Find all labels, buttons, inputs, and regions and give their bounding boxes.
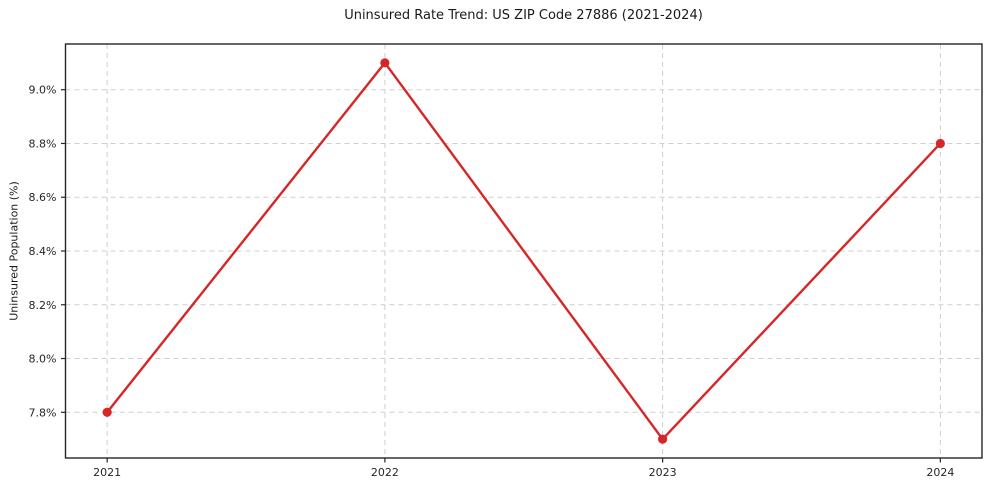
y-tick-label: 9.0% [29,84,57,97]
data-point [658,434,668,444]
data-point [102,407,112,417]
axes-frame [64,43,983,459]
chart-title: Uninsured Rate Trend: US ZIP Code 27886 … [344,8,703,23]
data-point [935,138,945,149]
y-tick-label: 8.4% [29,245,57,258]
x-tick-label: 2024 [926,466,954,479]
x-tick-label: 2022 [371,466,399,479]
y-tick-label: 8.8% [29,137,57,150]
data-point [380,58,390,68]
y-tick-label: 8.0% [29,353,57,366]
trend-line [105,61,942,441]
y-axis-label: Uninsured Population (%) [7,181,21,321]
y-tick-label: 7.8% [29,406,57,419]
x-tick-label: 2021 [93,466,121,479]
y-tick-label: 8.6% [29,191,57,204]
x-tick-label: 2023 [649,466,677,479]
y-tick-label: 8.2% [29,299,57,312]
